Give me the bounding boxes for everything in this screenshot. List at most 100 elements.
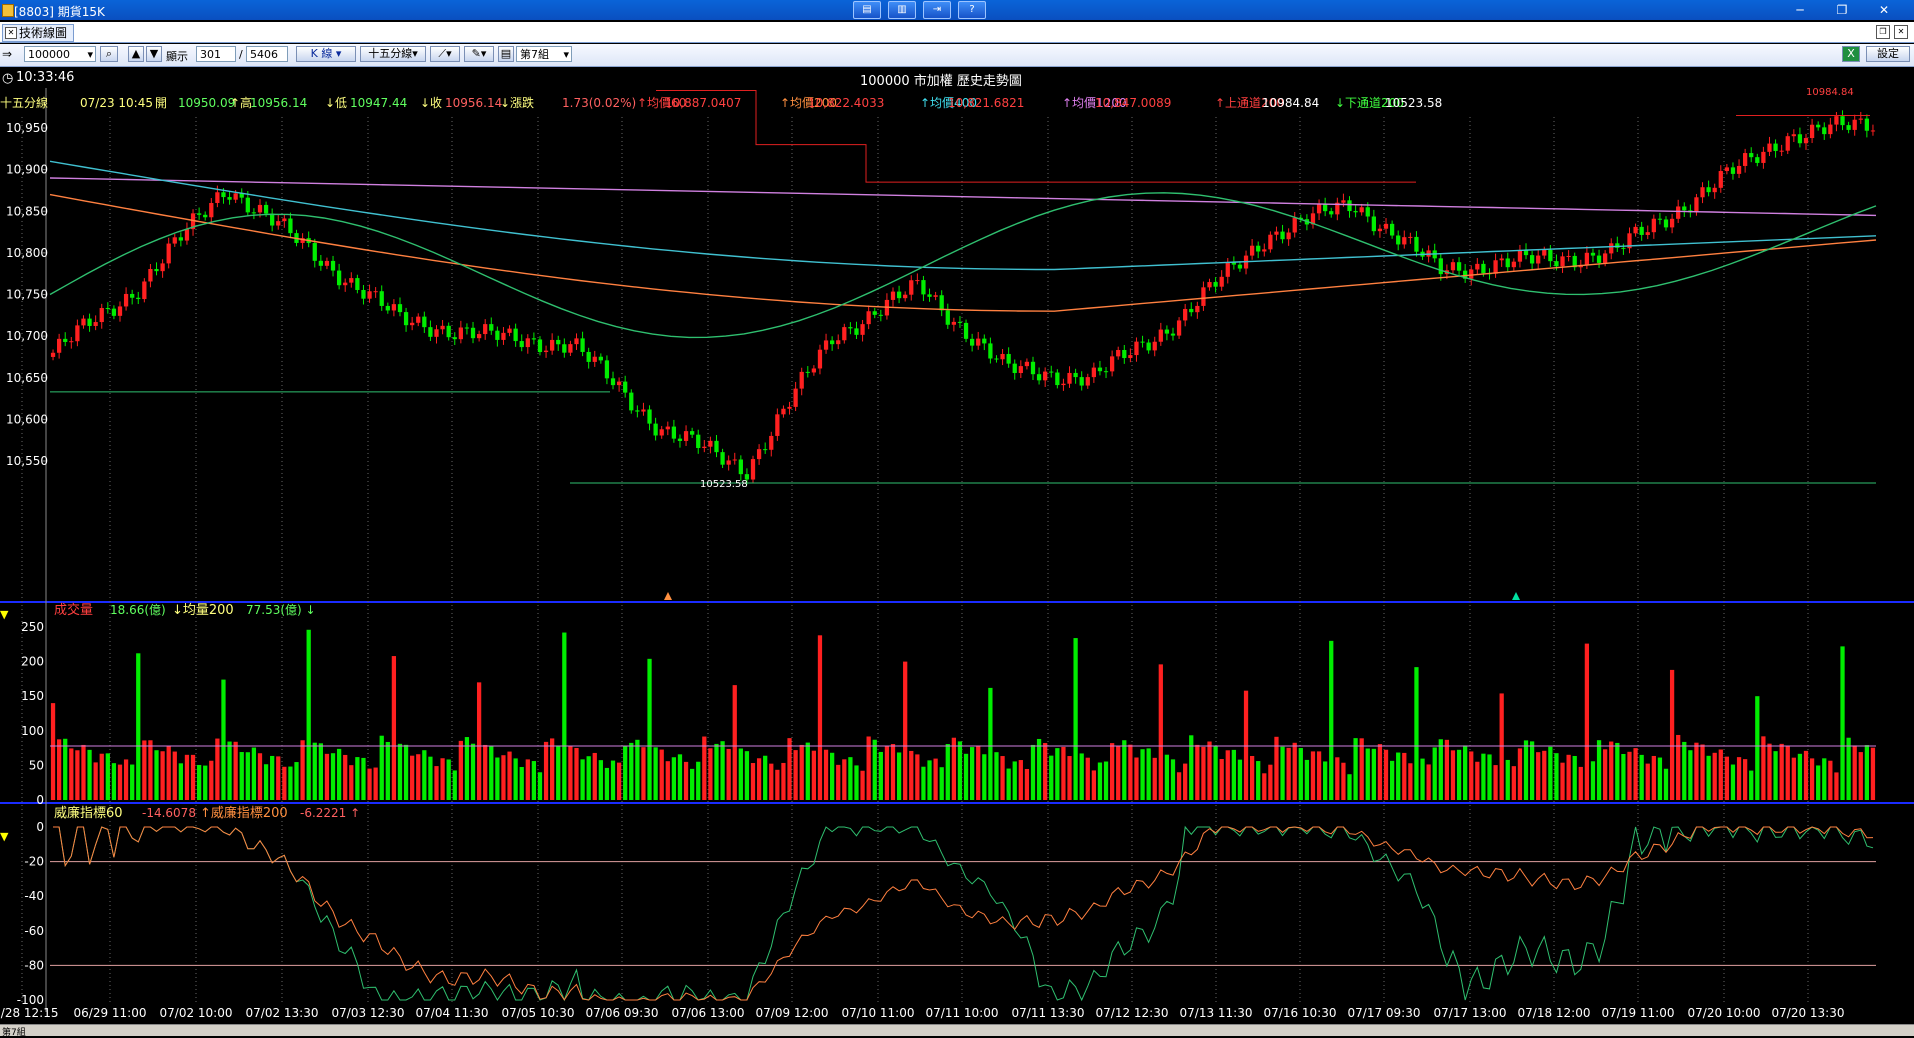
volume-bar xyxy=(598,760,603,800)
volume-bar xyxy=(1298,748,1303,800)
layout-button-2[interactable]: ▥ xyxy=(888,1,916,19)
show-count-input[interactable]: 301 xyxy=(196,46,236,62)
price-tick-label: 10,900 xyxy=(6,163,48,177)
quote-ma1200-label: ↑均價1200 xyxy=(1062,96,1127,110)
candle-body xyxy=(1335,202,1340,215)
candle-body xyxy=(732,459,737,461)
low-marker-label: 10523.58 xyxy=(700,479,748,490)
candle-body xyxy=(769,435,774,450)
volume-bar xyxy=(1426,764,1431,800)
candle-body xyxy=(190,213,196,230)
layout-icon[interactable]: ▤ xyxy=(498,46,514,62)
candle-body xyxy=(610,378,616,386)
draw-line-tool[interactable]: ⟋▾ xyxy=(430,46,460,62)
close-icon[interactable]: ✕ xyxy=(1878,3,1890,17)
link-arrow-icon: ⇒ xyxy=(2,47,13,61)
candle-body xyxy=(1438,258,1443,275)
volume-bar xyxy=(1134,757,1139,800)
volume-bar xyxy=(507,751,512,800)
maximize-icon[interactable]: ❐ xyxy=(1836,3,1848,17)
close-panel-icon[interactable]: ✕ xyxy=(1894,25,1908,39)
candle-body xyxy=(1809,124,1815,139)
candle-body xyxy=(336,270,342,286)
volume-bar xyxy=(525,759,530,800)
candle-body xyxy=(720,452,725,465)
candle-body xyxy=(750,459,756,480)
candle-body xyxy=(1621,247,1626,249)
volume-bar xyxy=(921,766,926,800)
volume-bar xyxy=(860,770,865,800)
candle-body xyxy=(239,193,244,198)
volume-bar xyxy=(1809,758,1815,800)
candle-body xyxy=(543,350,549,353)
excel-export-icon[interactable]: X xyxy=(1842,46,1860,62)
candle-body xyxy=(476,334,482,339)
volume-bar xyxy=(355,757,360,800)
current-time: 10:33:46 xyxy=(16,70,75,85)
scroll-up-button[interactable]: ▲ xyxy=(128,46,144,62)
candle-body xyxy=(483,324,488,335)
scroll-down-button[interactable]: ▼ xyxy=(146,46,162,62)
volume-bar xyxy=(1639,754,1644,800)
candle-body xyxy=(623,381,628,393)
period-dropdown[interactable]: 十五分線▾ xyxy=(360,46,426,62)
candle-body xyxy=(1274,231,1279,235)
candle-body xyxy=(410,322,415,326)
volume-bar xyxy=(1755,696,1760,800)
date-tick-label: 07/17 09:30 xyxy=(1348,1006,1421,1020)
candle-body xyxy=(160,263,165,272)
volume-tick-label: 100 xyxy=(21,724,44,738)
search-icon[interactable]: ⌕ xyxy=(100,46,118,62)
tab-technical-chart[interactable]: ✕ 技術線圖 xyxy=(2,24,75,42)
candle-body xyxy=(123,293,129,307)
date-tick-label: 07/02 10:00 xyxy=(160,1006,233,1020)
volume-bar xyxy=(245,752,250,800)
quote-low-value: 10947.44 xyxy=(350,96,407,110)
volume-bar xyxy=(939,767,944,800)
date-tick-label: 07/17 13:00 xyxy=(1434,1006,1507,1020)
volume-bar xyxy=(93,762,98,800)
layout-button-1[interactable]: ▤ xyxy=(853,1,881,19)
total-count-field: 5406 xyxy=(246,46,288,62)
volume-bar xyxy=(1000,756,1005,800)
volume-bar xyxy=(1377,744,1383,800)
kline-dropdown[interactable]: K 線 ▾ xyxy=(296,46,356,62)
layout-button-3[interactable]: ⇥ xyxy=(923,1,951,19)
symbol-input[interactable]: 100000 ▾ xyxy=(24,46,96,62)
candle-body xyxy=(1864,118,1870,131)
volume-bar xyxy=(196,764,202,800)
volume-bar xyxy=(1724,756,1730,800)
tab-close-icon[interactable]: ✕ xyxy=(5,27,17,39)
low-arrow-marker xyxy=(664,592,672,600)
candle-body xyxy=(428,327,433,337)
candle-body xyxy=(1170,333,1176,336)
quote-lower-label: ↓下通道200 xyxy=(1335,96,1404,110)
volume-bar xyxy=(623,746,628,800)
settings-button[interactable]: 設定 xyxy=(1866,46,1910,62)
volume-bar xyxy=(324,753,330,800)
volume-bar xyxy=(1578,766,1583,800)
help-button[interactable]: ? xyxy=(958,1,986,19)
candle-body xyxy=(1463,270,1468,279)
restore-panel-icon[interactable]: ❐ xyxy=(1876,25,1890,39)
date-tick-label: 06/29 11:00 xyxy=(74,1006,147,1020)
candle-body xyxy=(1383,223,1389,229)
volume-bar xyxy=(1706,755,1711,800)
candle-body xyxy=(196,213,202,215)
volume-bar xyxy=(531,761,537,800)
candle-body xyxy=(69,341,74,343)
candle-body xyxy=(397,304,403,313)
volume-bar xyxy=(1676,734,1681,800)
group-select[interactable]: 第7組 ▾ xyxy=(516,46,572,62)
candle-body xyxy=(744,474,750,480)
minimize-icon[interactable]: ─ xyxy=(1796,3,1804,17)
ma60-line xyxy=(49,192,1877,339)
pen-tool[interactable]: ✎▾ xyxy=(464,46,494,62)
quote-ma200-value: 10,822.4033 xyxy=(808,96,884,110)
volume-ma-value: 77.53(億) ↓ xyxy=(246,603,316,617)
volume-bar xyxy=(1140,749,1145,800)
candle-body xyxy=(1724,167,1730,172)
volume-bar xyxy=(330,753,336,800)
volume-bar xyxy=(452,770,457,800)
